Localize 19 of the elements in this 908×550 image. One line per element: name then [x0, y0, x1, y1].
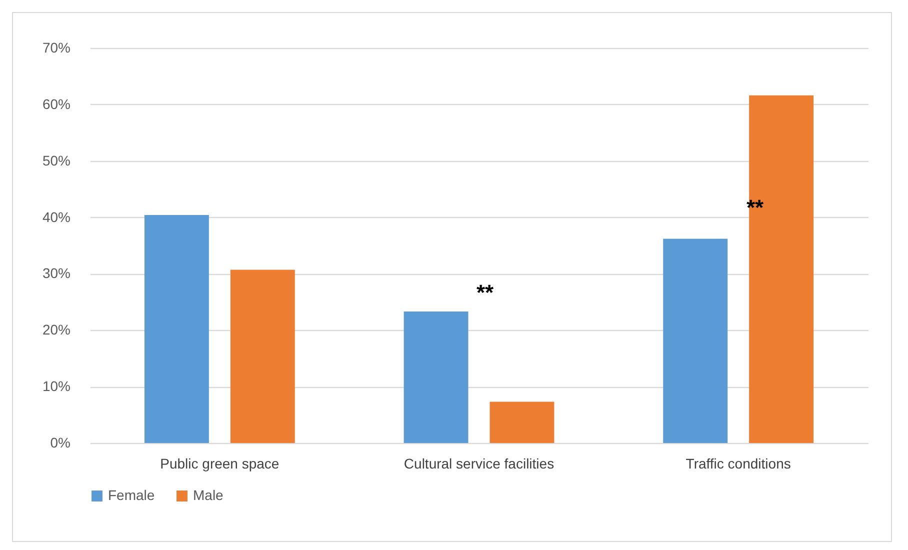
annotation: ** — [476, 280, 494, 305]
bar — [490, 402, 554, 443]
bar — [230, 270, 295, 443]
y-tick-label: 10% — [42, 378, 70, 394]
y-tick-label: 50% — [42, 152, 70, 168]
legend-label: Male — [193, 487, 224, 503]
y-tick-label: 60% — [42, 96, 70, 112]
x-tick-label: Public green space — [160, 456, 280, 472]
y-tick-label: 20% — [42, 322, 70, 338]
x-tick-label: Traffic conditions — [686, 456, 791, 472]
y-tick-label: 70% — [42, 40, 70, 56]
bar — [404, 312, 468, 443]
bar — [663, 238, 728, 443]
legend-label: Female — [108, 487, 155, 503]
y-tick-label: 30% — [42, 265, 70, 282]
x-tick-label: Cultural service facilities — [404, 456, 554, 472]
y-tick-label: 0% — [50, 434, 70, 450]
y-tick-label: 40% — [42, 208, 70, 225]
bar — [144, 215, 209, 443]
